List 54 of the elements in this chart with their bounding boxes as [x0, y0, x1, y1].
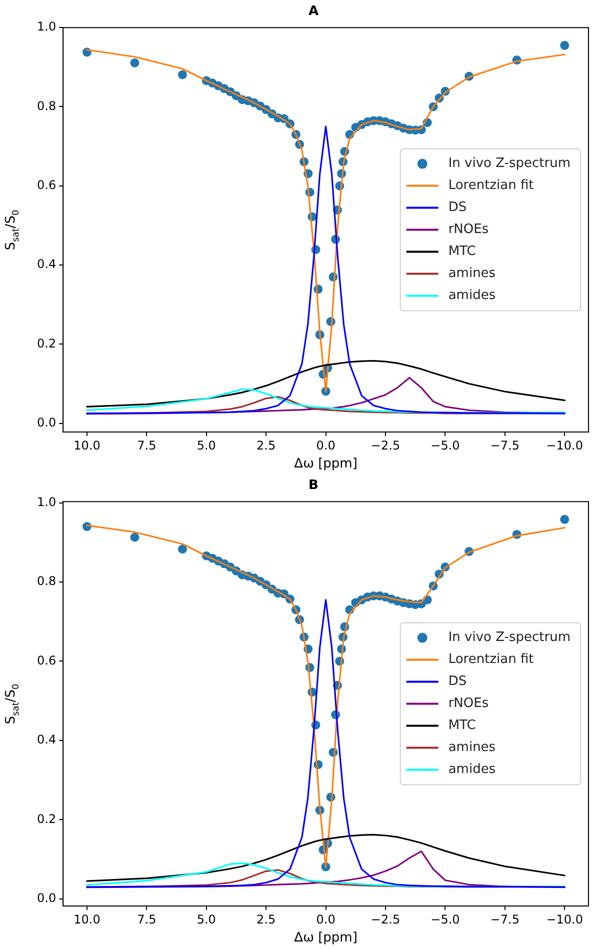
y-tick-label: 0.4 — [36, 257, 56, 272]
legend-label: MTC — [448, 244, 476, 260]
legend-label: Lorentzian fit — [448, 652, 534, 668]
x-tick-label: −7.5 — [490, 438, 520, 452]
y-tick-label: 0.2 — [36, 812, 56, 826]
x-tick-label: −7.5 — [490, 912, 520, 926]
x-tick-label: 7.5 — [137, 438, 156, 452]
legend-label: In vivo Z-spectrum — [448, 156, 571, 172]
x-tick-label: −2.5 — [370, 438, 400, 452]
legend-label: amides — [448, 288, 496, 304]
legend-label: Lorentzian fit — [448, 178, 534, 194]
y-tick-label: 0.0 — [36, 890, 56, 905]
y-tick-label: 0.8 — [36, 574, 56, 588]
x-tick-label: −5.0 — [430, 912, 460, 926]
chart-title: A — [308, 4, 319, 20]
x-axis-title: Δω [ppm] — [294, 456, 358, 472]
x-tick-label: 5.0 — [196, 438, 216, 452]
legend-label: MTC — [448, 718, 476, 734]
legend-label: amines — [448, 740, 496, 756]
y-tick-label: 1.0 — [36, 494, 56, 509]
x-tick-label: 2.5 — [256, 912, 276, 926]
x-tick-label: 10.0 — [74, 438, 100, 452]
x-tick-label: 7.5 — [137, 912, 156, 926]
point — [178, 70, 187, 80]
y-tick-label: 0.0 — [36, 415, 56, 430]
chart-title: B — [308, 478, 318, 494]
legend-label: amines — [448, 266, 496, 282]
x-tick-label: −2.5 — [370, 912, 400, 926]
legend-label: DS — [448, 674, 467, 690]
x-tick-label: 5.0 — [196, 912, 216, 926]
x-tick-label: 2.5 — [256, 438, 276, 452]
y-tick-label: 0.2 — [36, 336, 56, 350]
y-tick-label: 0.8 — [36, 98, 56, 113]
x-tick-label: 0.0 — [316, 912, 336, 926]
legend-label: amides — [448, 762, 496, 778]
y-tick-label: 0.4 — [36, 732, 56, 747]
point — [178, 544, 187, 554]
y-tick-label: 0.6 — [36, 653, 56, 668]
point — [560, 514, 570, 524]
legend-label: rNOEs — [448, 696, 489, 712]
legend-label: rNOEs — [448, 222, 489, 238]
point — [560, 40, 570, 50]
point — [130, 532, 140, 542]
point — [130, 58, 140, 68]
legend-label: In vivo Z-spectrum — [448, 630, 571, 646]
x-tick-label: 0.0 — [316, 438, 336, 452]
x-tick-label: 10.0 — [74, 912, 100, 926]
x-tick-label: −10.0 — [546, 912, 584, 926]
x-axis-title: Δω [ppm] — [294, 930, 358, 946]
legend-label: DS — [448, 200, 467, 216]
y-tick-label: 1.0 — [36, 20, 56, 34]
x-tick-label: −5.0 — [430, 438, 460, 452]
y-tick-label: 0.6 — [36, 178, 56, 192]
x-tick-label: −10.0 — [546, 438, 584, 452]
